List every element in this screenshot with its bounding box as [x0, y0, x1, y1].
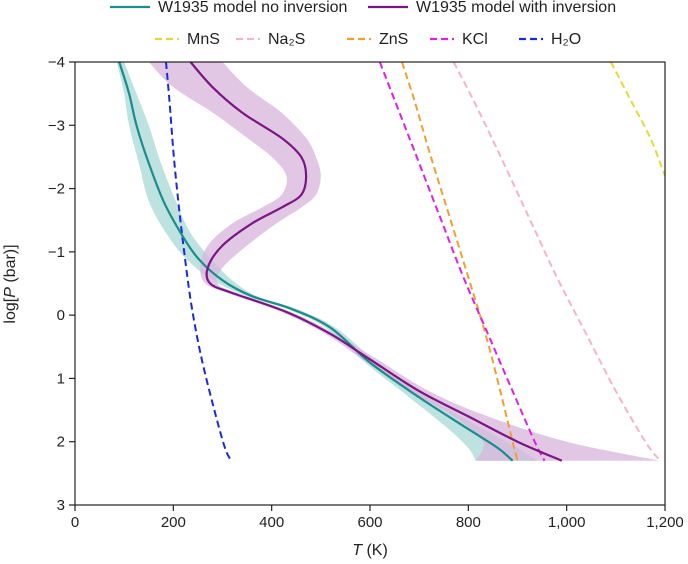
curve-kcl [378, 62, 546, 462]
band-w1935-model-no-inversion [116, 62, 538, 461]
legend-label: W1935 model with inversion [416, 0, 616, 16]
y-tick-label: 2 [57, 434, 65, 451]
y-tick-label: −4 [48, 54, 65, 71]
condensation-curves [165, 62, 665, 462]
legend-label: ZnS [379, 31, 408, 48]
y-tick-label: 0 [57, 307, 65, 324]
legend-item-mns: MnS [155, 31, 220, 48]
legend-item-zns: ZnS [347, 31, 408, 48]
y-tick-label: −2 [48, 181, 65, 198]
y-axis-label-post: (bar)] [2, 244, 19, 287]
legend-item-w1935-model-no-inversion: W1935 model no inversion [110, 0, 347, 16]
y-tick-label: −1 [48, 244, 65, 261]
band-w1935-model-with-inversion [148, 62, 661, 461]
y-tick-label: −3 [48, 117, 65, 134]
curve-mns [610, 62, 665, 177]
y-axis-label: log[P (bar)] [2, 244, 19, 323]
legend-item-kcl: KCl [430, 31, 488, 48]
plot-frame [74, 61, 666, 506]
y-axis-label-pre: log[ [2, 297, 19, 323]
x-tick-label: 400 [259, 514, 284, 531]
line-w1935-model-no-inversion [118, 62, 514, 462]
x-axis-label: T (K) [352, 542, 388, 559]
legend-item-na-s: Na₂S [236, 31, 305, 48]
curve-zns [401, 62, 519, 461]
x-tick-label: 1,000 [548, 514, 586, 531]
legend-item-w1935-model-with-inversion: W1935 model with inversion [368, 0, 616, 16]
x-axis: 0 200 400 600 800 1,000 1,200 [71, 505, 684, 531]
model-series [118, 62, 563, 462]
x-axis-label-var: T [352, 542, 363, 559]
legend-label: MnS [187, 31, 220, 48]
x-tick-label: 200 [161, 514, 186, 531]
y-axis-label-var: P [2, 287, 19, 298]
legend: W1935 model no inversion W1935 model with… [110, 0, 616, 48]
curve-na-s [452, 62, 661, 462]
x-tick-label: 600 [357, 514, 382, 531]
legend-label: W1935 model no inversion [158, 0, 347, 16]
y-axis: −4 −3 −2 −1 0 1 2 3 [48, 54, 75, 514]
uncertainty-bands [116, 62, 661, 461]
x-tick-label: 0 [71, 514, 79, 531]
legend-item-h-o: H₂O [519, 31, 581, 48]
line-w1935-model-with-inversion [189, 62, 563, 462]
y-tick-label: 3 [57, 497, 65, 514]
y-tick-label: 1 [57, 370, 65, 387]
legend-label: H₂O [551, 31, 581, 48]
legend-label: KCl [462, 31, 488, 48]
x-tick-label: 800 [456, 514, 481, 531]
x-tick-label: 1,200 [646, 514, 684, 531]
x-axis-label-unit: (K) [362, 542, 388, 559]
legend-label: Na₂S [268, 31, 305, 48]
